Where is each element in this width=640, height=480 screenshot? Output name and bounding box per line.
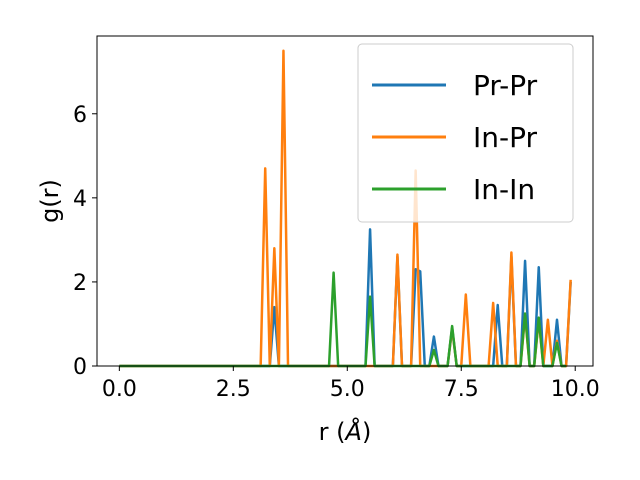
legend-box — [357, 43, 574, 223]
y-tick-label: 0 — [73, 355, 87, 380]
legend-label-in-pr: In-Pr — [473, 121, 538, 154]
series-line-pr-pr — [119, 228, 572, 368]
x-tick-label: 2.5 — [216, 377, 251, 402]
legend-label-pr-pr: Pr-Pr — [473, 69, 538, 102]
y-axis-ticks: 0 2 4 6 — [73, 103, 97, 380]
y-axis-label: g(r) — [36, 179, 64, 223]
x-axis-ticks: 0.0 2.5 5.0 7.5 10.0 — [102, 366, 600, 402]
y-tick-label: 2 — [73, 271, 87, 296]
legend-label-in-in: In-In — [473, 173, 535, 206]
y-tick-label: 4 — [73, 187, 87, 212]
legend: Pr-Pr In-Pr In-In — [357, 43, 574, 223]
x-tick-label: 10.0 — [551, 377, 600, 402]
x-tick-label: 5.0 — [330, 377, 365, 402]
y-tick-label: 6 — [73, 103, 87, 128]
x-tick-label: 7.5 — [444, 377, 479, 402]
x-tick-label: 0.0 — [102, 377, 137, 402]
x-axis-label: r (Å) — [319, 417, 372, 446]
plot-frame — [96, 35, 594, 367]
